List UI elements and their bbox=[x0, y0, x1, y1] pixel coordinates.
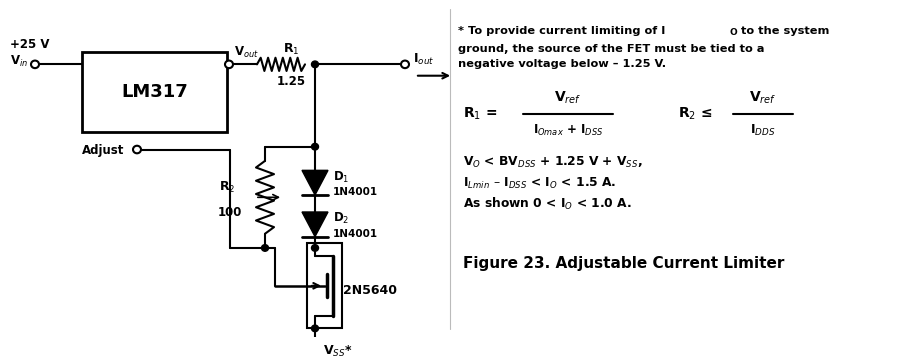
Circle shape bbox=[312, 325, 319, 332]
Text: V$_{ref}$: V$_{ref}$ bbox=[554, 89, 582, 106]
Text: R$_2$: R$_2$ bbox=[219, 180, 236, 195]
Circle shape bbox=[401, 61, 409, 68]
Text: +25 V: +25 V bbox=[10, 38, 50, 51]
Bar bbox=[82, 52, 227, 132]
Text: V$_{SS}$*: V$_{SS}$* bbox=[323, 344, 352, 356]
Polygon shape bbox=[302, 170, 328, 195]
Bar bbox=[307, 243, 342, 328]
Text: 1N4001: 1N4001 bbox=[333, 229, 378, 239]
Text: I$_{Omax}$ + I$_{DSS}$: I$_{Omax}$ + I$_{DSS}$ bbox=[533, 123, 603, 138]
Text: R$_1$: R$_1$ bbox=[283, 42, 299, 57]
Text: As shown 0 < I$_O$ < 1.0 A.: As shown 0 < I$_O$ < 1.0 A. bbox=[463, 197, 631, 213]
Text: 1N4001: 1N4001 bbox=[333, 187, 378, 197]
Text: Adjust: Adjust bbox=[82, 144, 124, 157]
Text: ground, the source of the FET must be tied to a: ground, the source of the FET must be ti… bbox=[458, 43, 765, 53]
Text: to the system: to the system bbox=[737, 26, 829, 37]
Circle shape bbox=[262, 245, 268, 251]
Text: I$_{DDS}$: I$_{DDS}$ bbox=[750, 123, 776, 138]
Text: R$_1$ =: R$_1$ = bbox=[463, 105, 497, 122]
Text: LM317: LM317 bbox=[121, 83, 188, 101]
Text: I$_{out}$: I$_{out}$ bbox=[413, 52, 434, 67]
Circle shape bbox=[311, 346, 319, 354]
Text: 100: 100 bbox=[217, 206, 242, 219]
Text: V$_O$ < BV$_{DSS}$ + 1.25 V + V$_{SS}$,: V$_O$ < BV$_{DSS}$ + 1.25 V + V$_{SS}$, bbox=[463, 155, 642, 170]
Text: * To provide current limiting of I: * To provide current limiting of I bbox=[458, 26, 665, 37]
Circle shape bbox=[133, 146, 141, 153]
Text: O: O bbox=[729, 28, 737, 37]
Text: 1.25: 1.25 bbox=[276, 75, 305, 88]
Text: V$_{in}$: V$_{in}$ bbox=[10, 54, 28, 69]
Circle shape bbox=[312, 143, 319, 150]
Text: negative voltage below – 1.25 V.: negative voltage below – 1.25 V. bbox=[458, 59, 666, 69]
Circle shape bbox=[312, 245, 319, 251]
Text: R$_2$ ≤: R$_2$ ≤ bbox=[678, 105, 712, 122]
Circle shape bbox=[31, 61, 39, 68]
Text: Figure 23. Adjustable Current Limiter: Figure 23. Adjustable Current Limiter bbox=[463, 256, 785, 271]
Text: 2N5640: 2N5640 bbox=[343, 284, 397, 297]
Circle shape bbox=[312, 61, 319, 68]
Text: D$_1$: D$_1$ bbox=[333, 169, 350, 184]
Text: D$_2$: D$_2$ bbox=[333, 211, 350, 226]
Circle shape bbox=[225, 61, 233, 68]
Text: V$_{out}$: V$_{out}$ bbox=[234, 44, 259, 59]
Polygon shape bbox=[302, 212, 328, 237]
Text: V$_{ref}$: V$_{ref}$ bbox=[749, 89, 776, 106]
Text: I$_{Lmin}$ – I$_{DSS}$ < I$_O$ < 1.5 A.: I$_{Lmin}$ – I$_{DSS}$ < I$_O$ < 1.5 A. bbox=[463, 176, 616, 191]
